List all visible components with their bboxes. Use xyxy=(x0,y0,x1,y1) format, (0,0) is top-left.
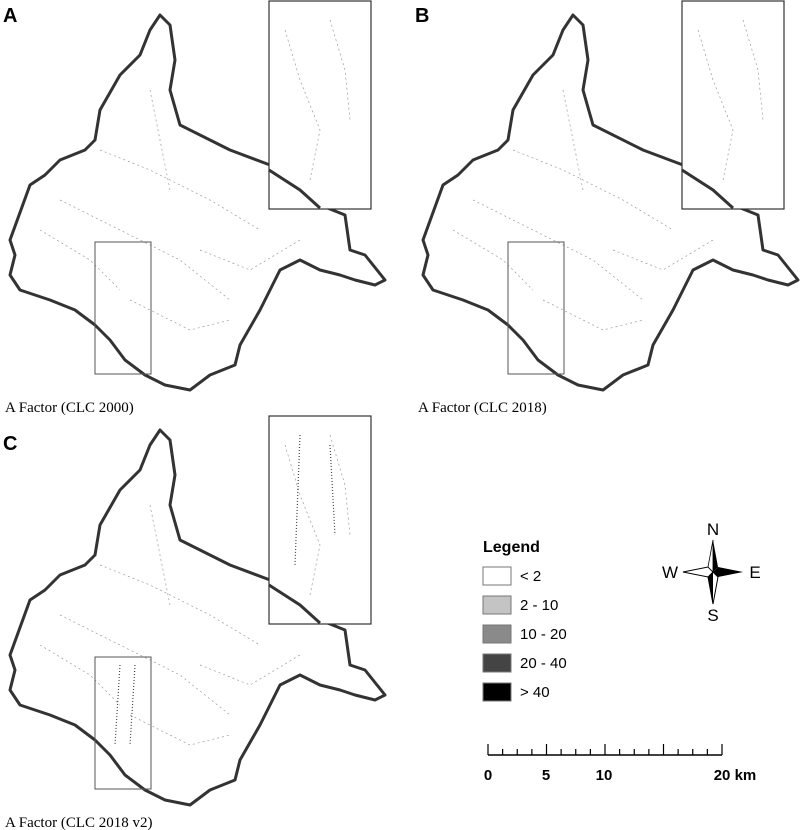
compass: N S W E xyxy=(662,520,761,625)
legend-swatch xyxy=(482,653,512,673)
legend-swatch xyxy=(482,566,512,586)
map-panel-b: B A Factor (CLC 2018) xyxy=(415,1,798,416)
legend-label: 20 - 40 xyxy=(520,655,567,672)
legend-label: < 2 xyxy=(520,568,541,585)
panel-letter: B xyxy=(415,5,429,27)
panel-caption: A Factor (CLC 2000) xyxy=(5,400,134,416)
scale-label: 10 xyxy=(596,767,613,784)
legend-swatch xyxy=(482,682,512,702)
scale-label: 5 xyxy=(542,767,550,784)
scale-bar: 0 5 10 20 km xyxy=(484,744,756,784)
legend: Legend < 2 2 - 10 10 - 20 20 - 40 > 40 xyxy=(482,539,567,702)
legend-label: > 40 xyxy=(520,684,550,701)
legend-swatch xyxy=(482,595,512,615)
map-panel-a: A A Factor (CLC 2000) xyxy=(3,1,385,416)
scale-label: 0 xyxy=(484,767,492,784)
panel-letter: A xyxy=(3,5,17,27)
compass-east: E xyxy=(749,563,760,582)
compass-south: S xyxy=(707,606,718,625)
panel-caption: A Factor (CLC 2018 v2) xyxy=(5,815,153,830)
panel-letter: C xyxy=(3,433,17,455)
legend-label: 2 - 10 xyxy=(520,597,558,614)
scale-label: 20 km xyxy=(714,767,757,784)
compass-north: N xyxy=(707,520,719,539)
legend-title: Legend xyxy=(483,539,540,556)
compass-west: W xyxy=(662,563,678,582)
legend-swatch xyxy=(482,624,512,644)
panel-caption: A Factor (CLC 2018) xyxy=(418,400,547,416)
legend-label: 10 - 20 xyxy=(520,626,567,643)
map-panel-c: C A Factor (CLC 2018 v2) xyxy=(3,416,385,830)
